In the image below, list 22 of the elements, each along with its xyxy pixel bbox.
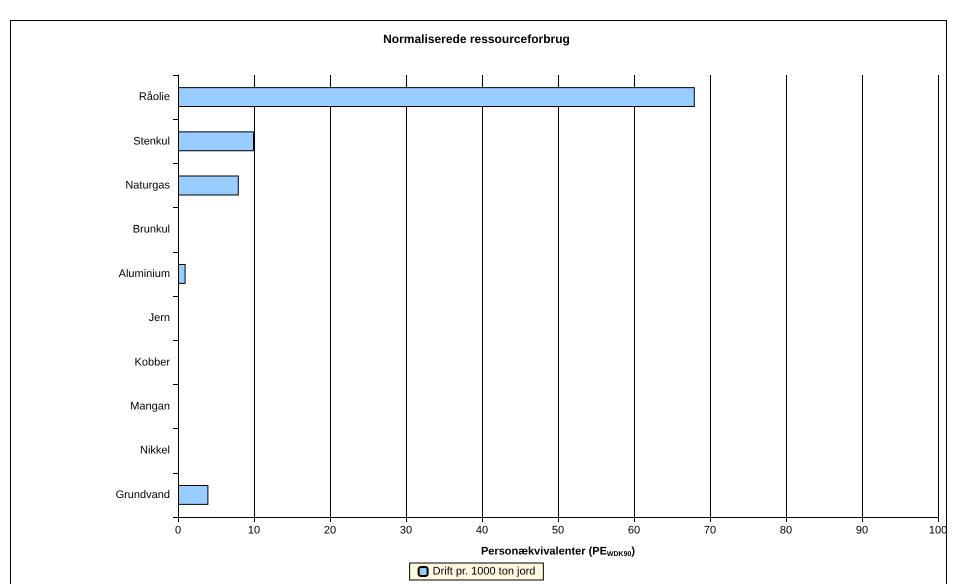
chart-title: Normaliserede ressourceforbrug xyxy=(383,32,570,46)
x-tick-label: 40 xyxy=(476,524,488,536)
y-tick-label: Nikkel xyxy=(140,444,170,457)
x-tick-label: 10 xyxy=(248,524,260,536)
y-tick-label: Stenkul xyxy=(133,135,170,148)
x-tick-label: 90 xyxy=(856,524,868,536)
x-tick-label: 30 xyxy=(400,524,412,536)
y-tick-label: Brunkul xyxy=(132,224,170,236)
y-tick-label: Råolie xyxy=(138,91,170,104)
x-tick-label: 70 xyxy=(704,524,716,536)
y-tick-label: Naturgas xyxy=(125,180,170,192)
y-tick-label: Jern xyxy=(148,312,170,324)
x-tick-label: 20 xyxy=(324,524,336,536)
y-tick-label: Kobber xyxy=(134,356,170,368)
x-tick-label: 80 xyxy=(780,524,792,536)
y-tick-label: Mangan xyxy=(130,400,170,412)
y-tick-label: Grundvand xyxy=(116,488,170,501)
x-tick-label: 0 xyxy=(174,524,182,536)
legend-label: Drift pr. 1000 ton jord xyxy=(432,566,536,578)
y-tick-label: Aluminium xyxy=(118,268,170,280)
x-tick-label: 50 xyxy=(552,524,564,536)
x-tick-label: 60 xyxy=(628,524,640,536)
